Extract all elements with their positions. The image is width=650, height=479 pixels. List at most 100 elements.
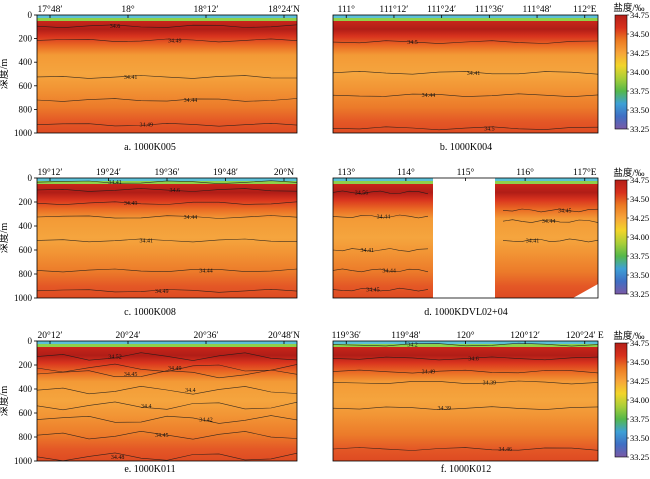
panel-caption: b. 1000K004 [440,142,492,153]
colorbar-ramp [614,342,628,458]
y-tick-label: 1000 [14,128,33,138]
contour-label: 34.46 [499,447,513,453]
x-tick-label: 115° [457,167,475,178]
x-tick-label: 111°12′ [379,4,408,15]
surface-green-layer [333,18,598,21]
x-tick-label: 19°24′ [96,167,121,178]
x-tick-label: 113° [337,167,355,178]
y-tick-label: 0 [28,173,33,183]
colorbar-1: 盐度/‰34.75 34.50 34.25 34.00 33.75 33.50 33.25 [613,2,649,134]
contour-line [36,268,298,273]
panel-6: 34.2 34.6 34.49 34.39 34.39 34.46 119°36′ 119°4… [332,330,604,475]
contour-label: 34.4 [185,388,196,394]
section-field [37,15,297,133]
panel-caption: e. 1000K011 [124,464,175,475]
contour-line [36,215,298,219]
colorbar-tick-label: 34.50 [630,29,649,39]
colorbar-tick-label: 34.50 [630,194,649,204]
x-tick-label: 116° [516,167,534,178]
contour-label: 34.52 [108,355,122,361]
contour-label: 34.44 [184,215,198,221]
panel-2: 34.5 34.41 34.44 34.5 111° 111°12′ 111°24′ 111°… [332,4,599,153]
x-tick-label: 117°E [573,167,597,178]
contour-line [332,214,429,219]
contour-line [502,208,599,213]
y-tick-label: 600 [19,245,33,255]
x-tick-label: 120°24′ E [566,330,604,341]
contour-label: 34.44 [422,93,436,99]
panel-caption: c. 1000K008 [124,307,176,318]
section-field [37,178,297,298]
colorbar-tick-label: 33.75 [630,414,649,424]
y-tick-label: 0 [28,10,33,20]
y-tick-label: 800 [19,104,33,114]
x-tick-label: 112°E [573,4,597,15]
contour-label: 34.56 [355,190,369,196]
contour-label: 34.41 [139,238,153,244]
contour-line [332,342,599,347]
contour-label: 34.49 [168,366,182,372]
contour-line [332,40,599,44]
contour-label: 34.2 [407,343,418,349]
contour-label: 34.39 [438,406,452,412]
y-tick-label: 200 [19,34,33,44]
contour-line [36,430,298,440]
contour-label: 34.44 [199,268,213,274]
y-axis-label: 深度/m [0,223,10,254]
contour-line [332,126,599,131]
contour-label: 34.44 [382,268,396,274]
contour-label: 34.41 [124,75,138,81]
colorbar-tick-label: 34.00 [630,67,649,77]
panel-frame [36,14,298,134]
contour-line [36,288,298,293]
surface-green-layer [37,344,297,347]
panel-caption: a. 1000K005 [124,142,176,153]
contour-line [332,356,599,361]
x-tick-label: 111°48′ [523,4,552,15]
colorbar-tick-label: 33.75 [630,86,649,96]
panel-5: 34.52 34.49 34.45 34.4 34.4 34.42 34.45 34.48 20… [0,330,300,475]
contour-line [36,75,298,79]
y-axis-label: 深度/m [0,59,10,90]
contour-label: 34.4 [141,404,152,410]
y-tick-label: 0 [28,336,33,346]
colorbar-2: 盐度/‰34.75 34.50 34.25 34.00 33.75 33.50 33.25 [613,167,649,299]
x-tick-label: 19°36′ [155,167,180,178]
contour-line [36,24,298,29]
contour-label: 34.49 [422,370,436,376]
contour-label: 34.45 [558,208,572,214]
contour-line [36,98,298,102]
contour-line [502,219,599,223]
contour-line [36,122,298,127]
x-tick-label: 111°24′ [427,4,456,15]
contour-label: 34.49 [139,123,153,129]
data-gap [433,178,495,298]
surface-green-layer [37,18,297,21]
y-tick-label: 800 [19,432,33,442]
contour-line [332,248,429,252]
contour-label: 34.6 [468,356,479,362]
x-tick-label: 20°36′ [194,330,219,341]
contour-line [332,70,599,75]
y-tick-label: 400 [19,384,33,394]
contour-label: 34.44 [542,219,556,225]
panel-caption: f. 1000K012 [441,464,492,475]
colorbar-3: 盐度/‰34.75 34.50 34.25 34.00 33.75 33.50 33.25 [613,330,649,462]
colorbar-tick-label: 33.50 [630,105,649,115]
colorbar-tick-label: 33.25 [630,452,649,462]
colorbar-tick-label: 33.50 [630,433,649,443]
x-tick-label: 20°48′N [268,330,300,341]
x-tick-label: 19°48′ [213,167,238,178]
surface-fresh-layer [37,341,297,344]
x-tick-label: 20°N [274,167,294,178]
contour-label: 34.45 [155,433,169,439]
contour-line [332,380,599,385]
y-tick-label: 600 [19,81,33,91]
x-tick-label: 18°24′N [268,4,300,15]
x-tick-label: 119°36′ [332,330,361,341]
contour-label: 34.49 [155,289,169,295]
y-tick-label: 600 [19,408,33,418]
colorbars: 盐度/‰34.7534.5034.2534.0033.7533.5033.25盐… [613,2,649,462]
colorbar-tick-label: 34.75 [630,10,649,20]
